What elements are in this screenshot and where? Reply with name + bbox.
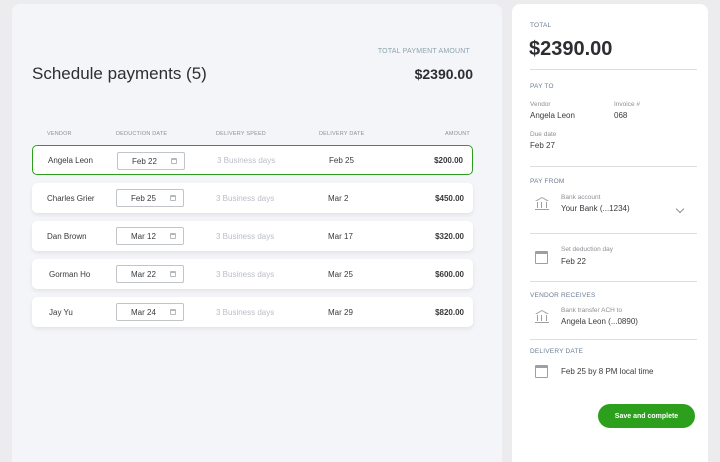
bank-icon (535, 310, 549, 324)
vendor-name: Jay Yu (49, 307, 73, 317)
panel-total-label: TOTAL (530, 22, 552, 29)
vendor-name: Angela Leon (48, 155, 93, 165)
chevron-down-icon[interactable] (675, 204, 685, 214)
deduction-date-value: Mar 24 (131, 307, 156, 317)
delivery-speed: 3 Business days (216, 307, 275, 317)
column-header-deduction-date: DEDUCTION DATE (116, 131, 168, 137)
bank-account-label: Bank account (561, 194, 601, 201)
delivery-speed: 3 Business days (216, 269, 275, 279)
calendar-icon[interactable] (170, 271, 176, 277)
calendar-icon[interactable] (170, 233, 176, 239)
invoice-label: Invoice # (614, 101, 641, 108)
column-header-delivery-speed: DELIVERY SPEED (216, 131, 266, 137)
payment-details-panel: TOTAL $2390.00 PAY TO Vendor Invoice # A… (512, 4, 708, 462)
page-title: Schedule payments (5) (32, 64, 207, 83)
table-row[interactable]: Dan Brown Mar 12 3 Business days Mar 17 … (32, 221, 473, 251)
pay-to-label: PAY TO (530, 83, 554, 90)
total-payment-label: TOTAL PAYMENT AMOUNT (377, 48, 470, 55)
vendor-receives-label: VENDOR RECEIVES (530, 292, 596, 299)
transfer-value: Angela Leon (...0890) (561, 317, 638, 326)
delivery-date: Mar 29 (328, 307, 353, 317)
pay-from-label: PAY FROM (530, 178, 565, 185)
deduction-day-value: Feb 22 (561, 257, 586, 266)
deduction-date-value: Feb 22 (132, 156, 157, 166)
deduction-date-value: Feb 25 (131, 193, 156, 203)
calendar-icon[interactable] (170, 309, 176, 315)
transfer-label: Bank transfer ACH to (561, 307, 623, 314)
payment-amount: $820.00 (435, 307, 464, 317)
deduction-date-value: Mar 22 (131, 269, 156, 279)
vendor-name: Gorman Ho (49, 269, 91, 279)
delivery-date: Feb 25 (329, 155, 354, 165)
delivery-speed: 3 Business days (216, 231, 275, 241)
total-payment-amount: $2390.00 (414, 66, 473, 82)
calendar-icon (535, 251, 548, 264)
vendor-name: Dan Brown (47, 231, 87, 241)
column-header-amount: AMOUNT (444, 131, 470, 137)
table-row[interactable]: Angela Leon Feb 22 3 Business days Feb 2… (32, 145, 473, 175)
bank-account-value: Your Bank (...1234) (561, 204, 630, 213)
table-row[interactable]: Charles Grier Feb 25 3 Business days Mar… (32, 183, 473, 213)
delivery-date: Mar 17 (328, 231, 353, 241)
column-header-delivery-date: DELIVERY DATE (319, 131, 365, 137)
payments-main: Schedule payments (5) TOTAL PAYMENT AMOU… (12, 4, 502, 462)
calendar-icon[interactable] (171, 158, 177, 164)
delivery-speed: 3 Business days (216, 193, 275, 203)
invoice-value: 068 (614, 111, 628, 120)
delivery-speed: 3 Business days (217, 155, 276, 165)
payment-amount: $450.00 (435, 193, 464, 203)
divider (530, 281, 697, 282)
divider (530, 339, 697, 340)
save-and-complete-button[interactable]: Save and complete (598, 404, 695, 428)
calendar-icon (535, 365, 548, 378)
deduction-date-input[interactable]: Feb 22 (117, 152, 185, 170)
vendor-name: Charles Grier (47, 193, 95, 203)
divider (530, 233, 697, 234)
payment-amount: $320.00 (435, 231, 464, 241)
table-row[interactable]: Gorman Ho Mar 22 3 Business days Mar 25 … (32, 259, 473, 289)
vendor-label: Vendor (530, 101, 551, 108)
calendar-icon[interactable] (170, 195, 176, 201)
deduction-date-value: Mar 12 (131, 231, 156, 241)
delivery-date: Mar 2 (328, 193, 349, 203)
delivery-date-label: DELIVERY DATE (530, 348, 584, 355)
deduction-date-input[interactable]: Feb 25 (116, 189, 184, 207)
delivery-date: Mar 25 (328, 269, 353, 279)
vendor-value: Angela Leon (530, 111, 575, 120)
column-header-vendor: VENDOR (47, 131, 72, 137)
bank-icon (535, 197, 549, 211)
deduction-date-input[interactable]: Mar 24 (116, 303, 184, 321)
due-date-value: Feb 27 (530, 141, 555, 150)
payment-amount: $200.00 (434, 155, 463, 165)
payment-amount: $600.00 (435, 269, 464, 279)
due-date-label: Due date (530, 131, 557, 138)
delivery-date-value: Feb 25 by 8 PM local time (561, 367, 654, 376)
divider (530, 69, 697, 70)
deduction-date-input[interactable]: Mar 12 (116, 227, 184, 245)
panel-total-amount: $2390.00 (529, 38, 613, 60)
table-row[interactable]: Jay Yu Mar 24 3 Business days Mar 29 $82… (32, 297, 473, 327)
deduction-date-input[interactable]: Mar 22 (116, 265, 184, 283)
deduction-day-label: Set deduction day (561, 246, 614, 253)
divider (530, 166, 697, 167)
